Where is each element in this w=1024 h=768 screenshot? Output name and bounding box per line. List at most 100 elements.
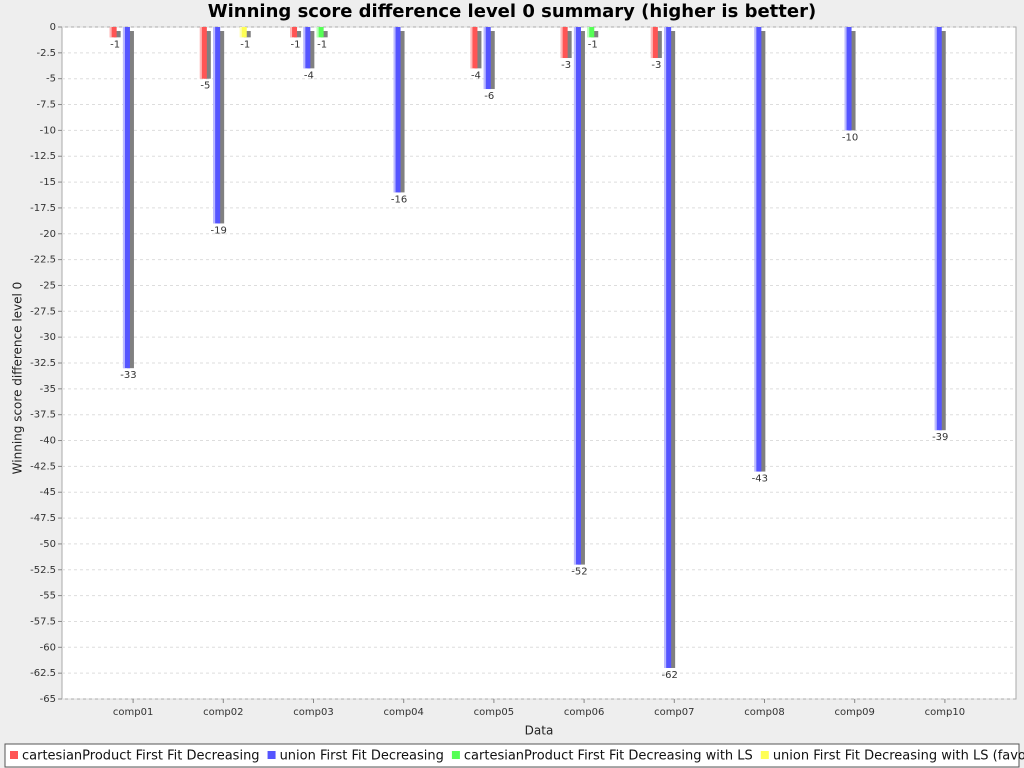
data-label: -43 [752,474,768,485]
data-label: -39 [932,432,948,443]
y-tick-label: -47.5 [30,513,56,524]
data-label: -10 [842,132,858,143]
data-label: -1 [240,39,250,50]
data-label: -52 [571,567,587,578]
data-label: -1 [291,39,301,50]
y-tick-label: -60 [40,642,56,653]
legend-swatch [267,751,276,759]
legend-swatch [10,751,18,759]
y-tick-label: -30 [40,332,56,343]
bar [573,27,581,565]
y-tick-label: -20 [40,229,56,240]
bar [754,27,762,472]
y-tick-label: -2.5 [36,48,56,59]
x-tick-label: comp01 [113,707,153,718]
bar [470,27,478,69]
x-tick-label: comp06 [564,707,604,718]
data-label: -1 [588,39,598,50]
y-tick-label: -52.5 [30,565,56,576]
bar [587,27,595,38]
bar-shadow [294,31,302,38]
bar-highlight [239,27,242,38]
x-tick-label: comp05 [474,707,514,718]
x-tick-label: comp07 [654,707,694,718]
legend-swatch [760,751,769,759]
y-tick-label: -25 [40,280,56,291]
bar-shadow [126,31,134,369]
bar [109,27,117,38]
data-label: -4 [471,70,481,81]
bar-highlight [303,27,306,69]
bar [303,27,311,69]
data-label: -1 [317,39,327,50]
bar [290,27,298,38]
bar-shadow [474,31,482,69]
y-tick-label: -15 [40,177,56,188]
bar-shadow [758,31,766,472]
bar-shadow [848,31,856,131]
bar [316,27,324,38]
bar-shadow [668,31,676,668]
bar-shadow [487,31,495,90]
y-tick-label: -37.5 [30,410,56,421]
bar-shadow [564,31,572,59]
data-label: -19 [210,225,226,236]
bar-highlight [573,27,576,565]
bar [560,27,568,59]
legend-label: cartesianProduct First Fit Decreasing wi… [464,749,753,764]
bar [393,27,401,193]
y-tick-label: -17.5 [30,203,56,214]
data-label: -33 [120,370,136,381]
legend [4,743,1020,768]
bar [664,27,672,668]
y-tick-label: -7.5 [36,100,56,111]
data-label: -1 [110,39,120,50]
bar-shadow [320,31,328,38]
legend-label: union First Fit Decreasing [280,749,444,764]
legend-label: union First Fit Decreasing with LS (favo… [773,749,1024,764]
bar-highlight [560,27,563,59]
x-tick-label: comp02 [203,707,243,718]
data-label: -16 [391,194,407,205]
y-tick-label: -65 [40,694,56,705]
y-tick-label: -10 [40,125,56,136]
data-label: -3 [561,60,571,71]
bar-highlight [483,27,486,90]
data-label: -62 [661,670,677,681]
x-tick-label: comp09 [834,707,874,718]
y-tick-label: -40 [40,436,56,447]
y-tick-label: -35 [40,384,56,395]
y-tick-label: -12.5 [30,151,56,162]
bar [934,27,942,431]
bar-shadow [397,31,405,193]
x-tick-label: comp03 [293,707,333,718]
bar-highlight [290,27,293,38]
bar-highlight [316,27,319,38]
bar-shadow [217,31,225,224]
bar-shadow [938,31,946,431]
bar-highlight [213,27,216,224]
y-axis-label: Winning score difference level 0 [11,282,25,475]
bar-shadow [654,31,662,59]
data-label: -3 [651,60,661,71]
bar-shadow [577,31,585,565]
x-tick-label: comp04 [383,707,423,718]
data-label: -6 [484,91,494,102]
bar [650,27,658,59]
bar [239,27,247,38]
bar-highlight [650,27,653,59]
data-label: -5 [200,81,210,92]
bar-shadow [113,31,121,38]
bar-highlight [587,27,590,38]
bar-shadow [591,31,599,38]
bar-highlight [844,27,847,131]
bar [122,27,130,369]
bar-highlight [122,27,125,369]
bar-highlight [470,27,473,69]
bar-highlight [393,27,396,193]
y-tick-label: -57.5 [30,616,56,627]
x-tick-label: comp10 [925,707,965,718]
y-tick-label: -42.5 [30,461,56,472]
y-tick-label: -32.5 [30,358,56,369]
